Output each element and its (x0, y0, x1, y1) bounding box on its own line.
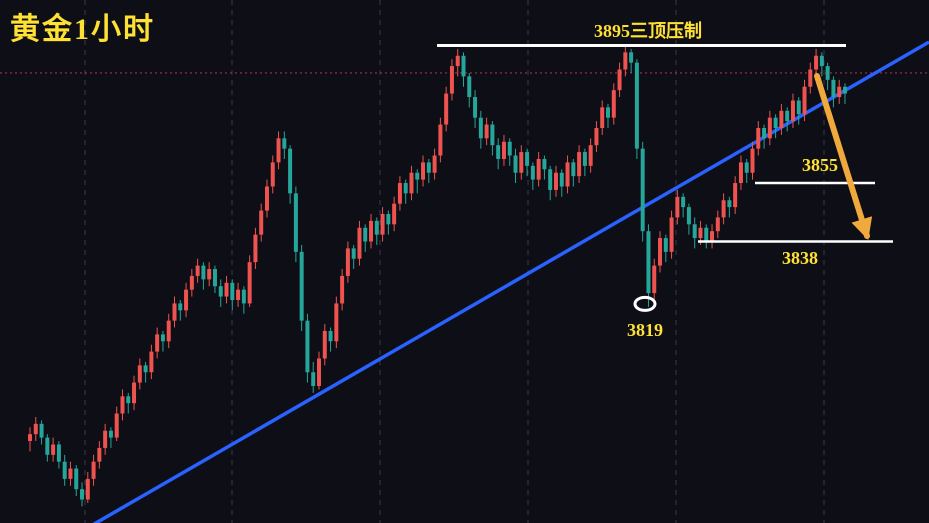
swing-low-label-3819: 3819 (627, 319, 663, 340)
resistance-level-label: 3895三顶压制 (594, 21, 702, 42)
level-lines (437, 43, 893, 243)
chart-title: 黄金1小时 (10, 13, 155, 46)
candles-layer (28, 45, 847, 507)
ascending-trendline (92, 40, 929, 523)
support-level-label-3855: 3855 (802, 155, 838, 176)
support-level-label-3838: 3838 (782, 247, 818, 268)
swing-low-circle-marker (633, 295, 657, 312)
gridlines (84, 0, 825, 523)
breakdown-arrow (814, 73, 873, 241)
